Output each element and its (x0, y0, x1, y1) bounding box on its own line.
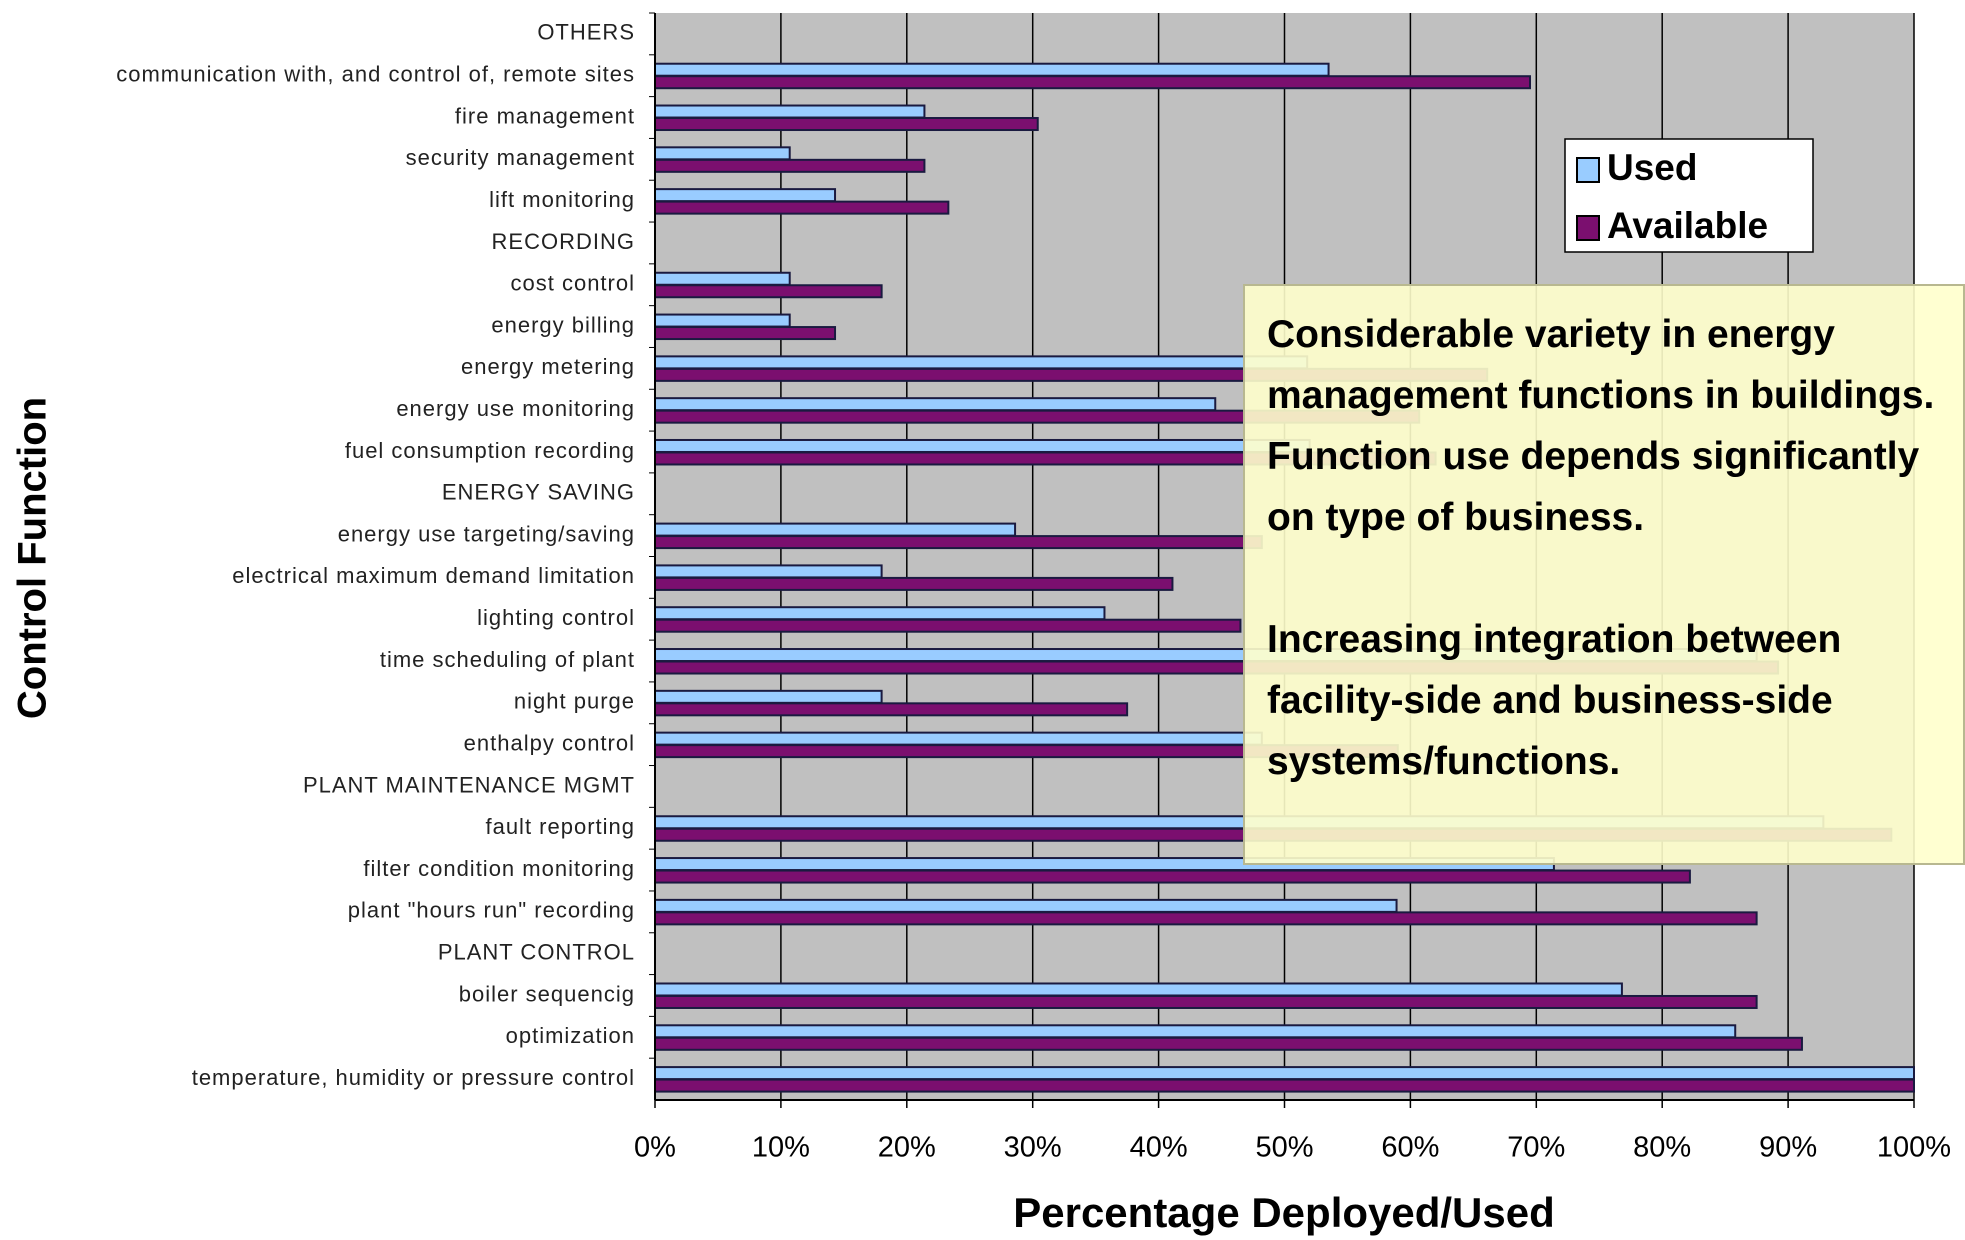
y-axis-label: Control Function (11, 397, 55, 719)
bar (654, 898, 1398, 913)
x-axis-label: Percentage Deployed/Used (1013, 1189, 1555, 1236)
bar (654, 994, 1758, 1009)
y-tick-label: night purge (514, 689, 635, 714)
bar (654, 188, 837, 203)
y-tick-label: energy metering (461, 354, 635, 379)
bar (654, 731, 1263, 746)
y-tick-label: PLANT MAINTENANCE MGMT (303, 772, 635, 797)
x-tick-label: 0% (634, 1132, 676, 1164)
bar (654, 689, 883, 704)
y-tick-label: temperature, humidity or pressure contro… (192, 1065, 635, 1090)
y-tick-label: PLANT CONTROL (438, 939, 635, 964)
y-tick-label: boiler sequencig (459, 981, 635, 1006)
bar (654, 606, 1106, 621)
y-tick-label: ENERGY SAVING (442, 480, 635, 505)
y-tick-label: RECORDING (492, 229, 635, 254)
y-tick-label: energy billing (491, 312, 635, 337)
bar (654, 576, 1174, 591)
y-tick-label: fire management (455, 103, 635, 128)
x-tick-label: 90% (1759, 1132, 1817, 1164)
y-tick-label: lighting control (477, 605, 635, 630)
y-tick-label: electrical maximum demand limitation (232, 563, 635, 588)
bar (654, 1066, 1915, 1081)
bar (654, 355, 1309, 370)
bar (654, 271, 791, 286)
legend-label: Available (1607, 205, 1768, 246)
y-tick-label: communication with, and control of, remo… (116, 62, 635, 87)
legend-label: Used (1607, 147, 1697, 188)
bar (654, 146, 791, 161)
annotation-text: Considerable variety in energy managemen… (1267, 313, 1935, 539)
y-tick-label: energy use targeting/saving (338, 521, 635, 546)
y-tick-label: time scheduling of plant (380, 647, 635, 672)
y-tick-label: energy use monitoring (396, 396, 635, 421)
legend-swatch (1576, 157, 1600, 183)
bar (654, 284, 883, 299)
legend-swatch (1576, 215, 1600, 241)
bar (654, 564, 883, 579)
y-tick-label: fault reporting (485, 814, 635, 839)
bar (654, 104, 926, 119)
bar (654, 200, 950, 215)
bar (654, 438, 1311, 453)
y-tick-label: OTHERS (537, 20, 635, 45)
legend-box (1564, 138, 1814, 253)
y-tick-label: enthalpy control (464, 730, 635, 755)
y-tick-label: security management (406, 145, 635, 170)
bar (654, 1078, 1915, 1093)
bar (654, 911, 1758, 926)
annotation-text: Increasing integration between facility-… (1267, 618, 1842, 783)
y-tick-label: fuel consumption recording (345, 438, 635, 463)
bar (654, 75, 1532, 90)
x-tick-label: 60% (1381, 1132, 1439, 1164)
x-tick-label: 30% (1004, 1132, 1062, 1164)
bar (654, 1036, 1803, 1051)
bar (654, 313, 791, 328)
x-tick-label: 40% (1130, 1132, 1188, 1164)
bar (654, 535, 1263, 550)
bar (654, 522, 1017, 537)
bar (654, 326, 837, 341)
y-tick-label: filter condition monitoring (363, 856, 635, 881)
bar (654, 117, 1039, 132)
y-tick-label: cost control (511, 271, 636, 296)
x-tick-label: 80% (1633, 1132, 1691, 1164)
x-tick-label: 50% (1255, 1132, 1313, 1164)
bar (654, 869, 1691, 884)
x-tick-label: 10% (752, 1132, 810, 1164)
bar (654, 618, 1242, 633)
bar (654, 158, 926, 173)
annotation-box: Considerable variety in energy managemen… (1243, 284, 1965, 865)
bar (654, 982, 1623, 997)
y-tick-label: lift monitoring (489, 187, 635, 212)
y-tick-label: plant "hours run" recording (348, 898, 635, 923)
bar (654, 62, 1330, 77)
x-tick-label: 70% (1507, 1132, 1565, 1164)
y-tick-label: optimization (506, 1023, 635, 1048)
bar (654, 702, 1129, 717)
bar (654, 397, 1217, 412)
x-tick-label: 20% (878, 1132, 936, 1164)
bar (654, 1024, 1737, 1039)
x-tick-label: 100% (1877, 1132, 1951, 1164)
